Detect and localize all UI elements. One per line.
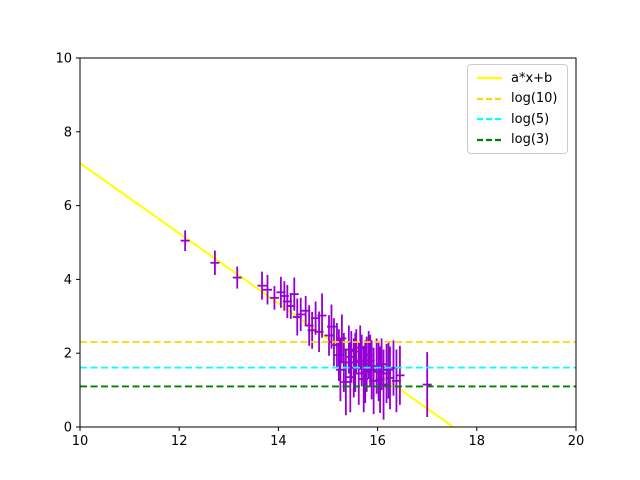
legend-line-sample-fit [477,77,502,80]
legend-entry-log3: log(3) [476,130,567,150]
legend-label: log(5) [511,111,550,127]
x-tick-label: 18 [469,434,486,449]
y-tick-label: 4 [64,273,72,288]
y-tick-label: 8 [64,125,72,140]
legend-label: a*x+b [511,70,553,86]
y-tick-label: 10 [55,52,72,67]
legend-line-sample-log3 [477,138,502,141]
x-tick-label: 14 [270,434,287,449]
legend-label: log(3) [511,132,550,148]
x-tick-label: 16 [369,434,386,449]
y-tick-label: 2 [64,347,72,362]
x-axis: 10 12 14 16 18 20 [72,427,585,449]
x-tick-label: 10 [72,434,89,449]
errorbar-series [180,230,432,420]
legend-entry-log10: log(10) [476,89,567,109]
legend-entry-log5: log(5) [476,109,567,129]
legend-label: log(10) [511,91,558,107]
chart-legend: a*x+b log(10) log(5) log(3) [467,64,568,154]
y-axis: 0 2 4 6 8 10 [55,52,80,436]
x-tick-label: 20 [568,434,585,449]
axes-frame [79,57,577,428]
legend-line-sample-log10 [477,97,502,100]
y-tick-label: 6 [64,199,72,214]
legend-entry-fit-line: a*x+b [476,68,567,88]
y-tick-label: 0 [64,421,72,436]
x-tick-label: 12 [171,434,188,449]
legend-line-sample-log5 [477,118,502,121]
